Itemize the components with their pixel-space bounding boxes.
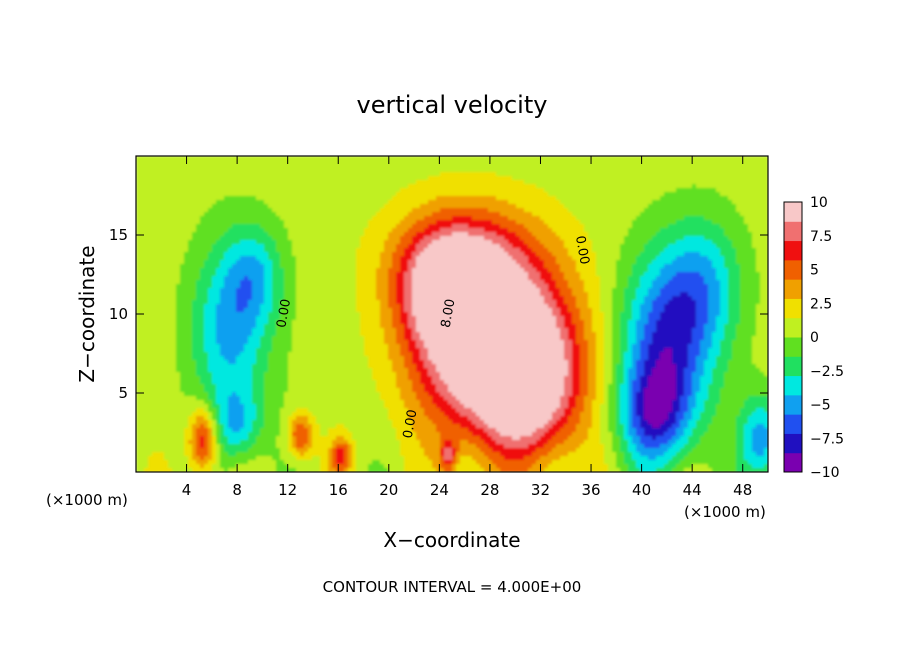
- colorbar-swatch: [784, 414, 802, 434]
- colorbar-swatch: [784, 221, 802, 242]
- x-tick-label: 24: [430, 481, 449, 499]
- colorbar-frame: [783, 201, 803, 473]
- x-tick-label: 20: [379, 481, 398, 499]
- y-tick-label: 10: [109, 305, 128, 323]
- colorbar-swatch: [784, 356, 802, 377]
- colorbar-tick-label: −10: [810, 465, 840, 481]
- colorbar: 10 7.5 5 2.5 0 −2.5 −5 −7.5 −10: [783, 195, 844, 481]
- chart-title: vertical velocity: [357, 91, 548, 119]
- x-unit-right: (×1000 m): [684, 503, 766, 521]
- colorbar-tick-label: −2.5: [810, 364, 844, 380]
- x-unit-left: (×1000 m): [46, 491, 128, 509]
- colorbar-tick-label: 0: [810, 330, 819, 346]
- colorbar-tick-label: −5: [810, 398, 831, 414]
- colorbar-swatch: [784, 298, 802, 319]
- y-axis: 5 10 15: [109, 226, 768, 402]
- x-tick-label: 16: [329, 481, 348, 499]
- colorbar-tick-label: 2.5: [810, 296, 832, 312]
- colorbar-swatch: [784, 240, 802, 261]
- contour-label: 0.00: [274, 298, 294, 329]
- contour-lines: 0.00 0.00 0.00 8.00: [274, 235, 591, 440]
- colorbar-swatch: [784, 433, 802, 454]
- x-tick-label: 36: [581, 481, 600, 499]
- colorbar-swatch: [784, 375, 802, 396]
- x-axis-label: X−coordinate: [383, 528, 520, 552]
- colorbar-swatch: [784, 317, 802, 338]
- contour-label: 0.00: [401, 408, 421, 439]
- x-tick-label: 48: [733, 481, 752, 499]
- y-tick-label: 15: [109, 226, 128, 244]
- velocity-field: [136, 156, 768, 472]
- contour-label: 8.00: [439, 298, 459, 329]
- x-tick-label: 8: [232, 481, 242, 499]
- x-tick-label: 32: [531, 481, 550, 499]
- colorbar-swatch: [784, 202, 802, 222]
- colorbar-tick-label: −7.5: [810, 431, 844, 447]
- colorbar-swatch: [784, 452, 802, 473]
- contour-interval-note: CONTOUR INTERVAL = 4.000E+00: [323, 578, 582, 596]
- colorbar-swatch: [784, 394, 802, 415]
- x-tick-label: 28: [480, 481, 499, 499]
- y-tick-label: 5: [118, 384, 128, 402]
- colorbar-swatch: [784, 279, 802, 299]
- colorbar-tick-label: 5: [810, 263, 819, 279]
- colorbar-swatch: [784, 259, 802, 280]
- x-tick-label: 40: [632, 481, 651, 499]
- colorbar-tick-label: 10: [810, 195, 828, 211]
- y-axis-label: Z−coordinate: [75, 245, 99, 382]
- contour-label: 0.00: [572, 235, 592, 266]
- x-axis: 4 8 12 16 20 24 28 32 36 40 44 48: [182, 156, 752, 499]
- x-tick-label: 44: [683, 481, 702, 499]
- x-tick-label: 4: [182, 481, 192, 499]
- colorbar-swatch: [784, 337, 802, 357]
- x-tick-label: 12: [278, 481, 297, 499]
- colorbar-tick-label: 7.5: [810, 229, 832, 245]
